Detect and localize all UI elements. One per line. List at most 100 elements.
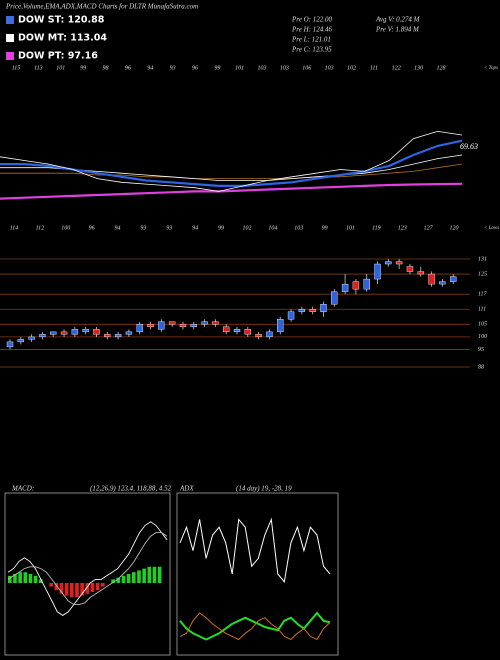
candle-body [449, 276, 457, 282]
macd-label: MACD: [11, 485, 34, 493]
macd-bar [28, 574, 33, 583]
macd-params: (12,26,9) 123.4, 118.88, 4.52 [90, 485, 172, 493]
adx-label: ADX [179, 485, 194, 493]
overlay-line [0, 182, 463, 200]
y-tick-label: 111 [478, 307, 486, 313]
candle-body [287, 311, 295, 320]
candle-body [114, 334, 122, 338]
low-label: 99 [218, 225, 224, 231]
low-label: 102 [242, 225, 251, 231]
macd-bar [85, 583, 90, 594]
candle-body [417, 271, 424, 275]
top-label: 103 [258, 65, 267, 71]
candle-body [190, 324, 197, 328]
legend-swatch [6, 34, 14, 42]
candle-body [439, 281, 446, 285]
macd-bar [116, 577, 121, 583]
top-label: 111 [370, 65, 378, 71]
info-text: Pre O: 122.00 [291, 16, 332, 24]
macd-bar [13, 574, 17, 583]
candle-body [147, 324, 154, 328]
macd-bar [152, 566, 157, 583]
top-label: 99 [214, 65, 220, 71]
candle-body [309, 309, 316, 312]
candle-body [201, 321, 208, 325]
low-label: 120 [450, 225, 459, 231]
top-label: 98 [102, 65, 108, 71]
low-label: 104 [268, 224, 277, 231]
top-label: 101 [235, 65, 244, 71]
overlay-line [0, 130, 463, 192]
candle-body [395, 261, 403, 265]
macd-bar [157, 566, 162, 583]
low-label: 96 [89, 225, 95, 231]
info-text: Avg V: 0.274 M [375, 16, 421, 24]
macd-bar [33, 575, 38, 583]
candle-body [71, 329, 79, 335]
overlay-line [0, 163, 463, 179]
macd-bar [121, 575, 126, 583]
low-label: 103 [294, 225, 303, 231]
legend-entry: DOW MT: 113.04 [18, 33, 107, 44]
candle-body [104, 334, 111, 338]
candle-body [60, 331, 68, 335]
candle-body [179, 324, 187, 328]
legend-swatch [6, 16, 14, 24]
chart-title: Price,Volume,EMA,ADX,MACD Charts for DLT… [5, 3, 198, 11]
candle-body [39, 334, 46, 338]
top-label: 130 [414, 65, 423, 71]
top-label: 115 [12, 65, 21, 71]
top-label: 94 [147, 64, 153, 71]
macd-bar [75, 583, 79, 598]
candle-body [374, 263, 381, 280]
candle-body [277, 319, 284, 333]
annotation: 69.63 [460, 142, 478, 151]
top-label: 106 [302, 65, 311, 71]
y-tick-label: 88 [478, 364, 484, 370]
tops-label: < Tops [484, 66, 498, 71]
macd-bar [126, 574, 131, 583]
macd-line [7, 532, 168, 606]
candle-body [50, 331, 57, 335]
y-tick-label: 131 [478, 256, 487, 262]
macd-bar [59, 583, 64, 594]
info-text: Pre H: 124.46 [291, 26, 332, 34]
macd-bar [101, 583, 105, 587]
y-tick-label: 117 [478, 292, 488, 298]
macd-bar [95, 583, 100, 591]
macd-bar [49, 583, 53, 587]
adx-line [179, 612, 331, 641]
y-tick-label: 125 [478, 271, 487, 277]
overlay-line [0, 139, 463, 187]
candle-body [233, 329, 241, 333]
adx-line [179, 517, 331, 583]
top-label: 128 [437, 65, 446, 71]
candle-body [158, 321, 165, 330]
candle-body [320, 304, 327, 312]
y-tick-label: 95 [478, 347, 484, 353]
macd-bar [142, 568, 146, 583]
candle-body [298, 309, 306, 312]
macd-bar [111, 579, 115, 583]
macd-bar [64, 583, 69, 596]
top-label: 103 [280, 65, 289, 71]
low-label: 93 [166, 225, 172, 231]
low-label: 94 [192, 224, 198, 231]
legend-entry: DOW ST: 120.88 [18, 15, 105, 26]
candle-body [125, 331, 133, 335]
low-label: 119 [372, 225, 381, 231]
lows-label: < Lows [484, 226, 499, 231]
y-tick-label: 100 [478, 334, 487, 340]
top-label: 102 [347, 65, 356, 71]
candle-body [406, 266, 414, 272]
low-label: 99 [322, 225, 328, 231]
candle-body [222, 326, 230, 333]
macd-bar [80, 583, 84, 596]
macd-bar [39, 579, 43, 583]
candle-body [331, 291, 338, 305]
candle-body [341, 283, 349, 292]
low-label: 101 [346, 225, 355, 231]
low-label: 127 [424, 225, 434, 231]
legend-entry: DOW PT: 97.16 [18, 51, 98, 62]
